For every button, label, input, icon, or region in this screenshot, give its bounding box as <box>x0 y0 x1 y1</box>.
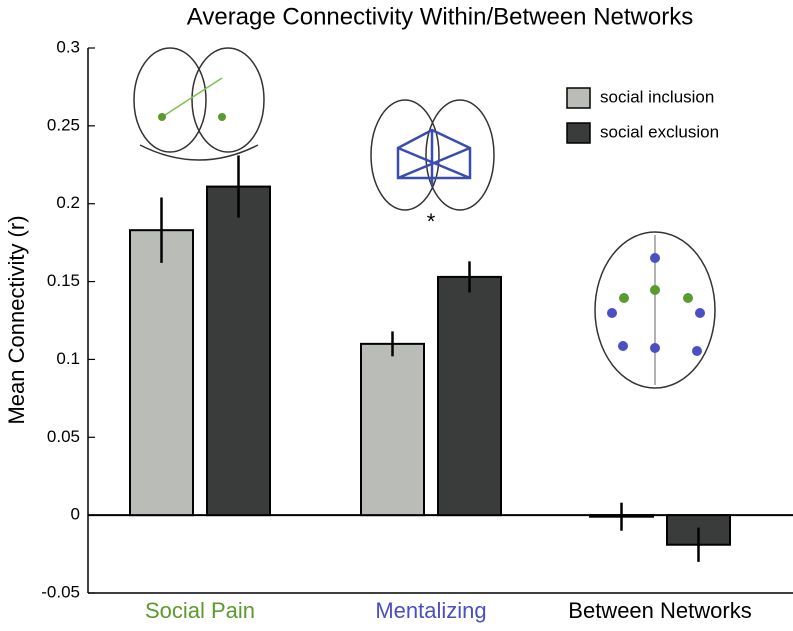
bar <box>360 342 425 517</box>
bar <box>206 185 271 517</box>
bar <box>129 229 194 517</box>
y-tick-label: 0.3 <box>56 37 80 56</box>
y-tick-label: 0 <box>71 505 80 524</box>
y-tick-label: 0.2 <box>56 193 80 212</box>
y-axis-label: Mean Connectivity (r) <box>4 215 29 424</box>
legend-label: social inclusion <box>600 87 714 106</box>
y-tick-label: 0.25 <box>47 115 80 134</box>
x-tick-label: Between Networks <box>568 598 751 623</box>
brain-icon <box>133 47 265 161</box>
legend-label: social exclusion <box>600 122 719 141</box>
y-tick-label: 0.1 <box>56 349 80 368</box>
brain-icon <box>594 231 716 389</box>
legend-swatch <box>566 87 591 109</box>
x-tick-label: Social Pain <box>145 598 255 623</box>
chart-title: Average Connectivity Within/Between Netw… <box>187 3 693 30</box>
x-tick-label: Mentalizing <box>375 598 486 623</box>
bar <box>437 275 502 517</box>
y-tick-label: 0.15 <box>47 271 80 290</box>
legend-swatch <box>566 122 591 144</box>
brain-icon <box>370 99 495 211</box>
y-tick-label: -0.05 <box>41 582 80 601</box>
y-tick-label: 0.05 <box>47 427 80 446</box>
annotation: * <box>427 209 436 234</box>
